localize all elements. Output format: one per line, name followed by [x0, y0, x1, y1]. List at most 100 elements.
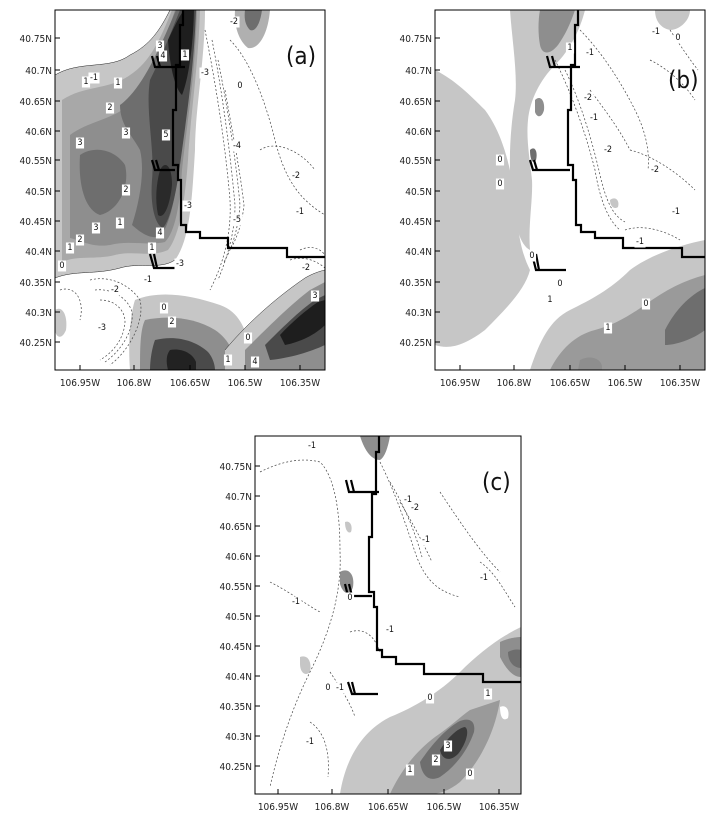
x-tick: 106.8W	[497, 378, 532, 389]
contour-label-box	[555, 278, 565, 290]
x-tick: 106.95W	[60, 378, 100, 389]
y-tick: 40.65N	[400, 97, 432, 108]
contour-label-box	[159, 302, 169, 314]
contour-label: -2	[411, 503, 419, 513]
panel-c-map: 40.75N 40.7N 40.65N 40.6N 40.55N 40.5N 4…	[220, 435, 522, 813]
y-tick: 40.25N	[400, 338, 432, 349]
y-tick: 40.3N	[405, 308, 432, 319]
contour-label-box	[182, 200, 194, 212]
contour-label-box	[650, 26, 662, 38]
tick-marks	[435, 37, 681, 370]
contour-label: -3	[176, 259, 184, 269]
contour-label: 4	[160, 51, 165, 61]
x-tick: 106.5W	[228, 378, 263, 389]
contour-label-box	[231, 214, 243, 226]
contour-label-box	[180, 49, 190, 61]
x-tick: 106.65W	[368, 802, 408, 813]
panel-c: 40.75N 40.7N 40.65N 40.6N 40.55N 40.5N 4…	[200, 432, 528, 821]
panel-b-map: 40.75N 40.7N 40.65N 40.6N 40.55N 40.5N 4…	[400, 9, 706, 389]
contour-label-box	[425, 692, 435, 704]
contour-label-box	[602, 144, 614, 156]
contour-label-box	[105, 102, 115, 114]
contour-label-box	[405, 764, 415, 776]
y-tick-labels: 40.75N 40.7N 40.65N 40.6N 40.55N 40.5N 4…	[20, 34, 52, 349]
contour-label-box	[250, 356, 260, 368]
contour-label: 3	[312, 291, 317, 301]
panel-b: 40.75N 40.7N 40.65N 40.6N 40.55N 40.5N 4…	[380, 0, 708, 404]
contour-label-box	[641, 298, 651, 310]
contour-label-box	[495, 154, 505, 166]
contour-label: -1	[90, 73, 98, 83]
contour-label-box	[634, 236, 646, 248]
contour-label: -3	[201, 68, 209, 78]
contour-label: 2	[123, 185, 128, 195]
contour-label: 0	[427, 693, 432, 703]
contour-label-box	[290, 596, 302, 608]
contour-label-box	[420, 534, 432, 546]
x-tick: 106.95W	[258, 802, 298, 813]
negative-contours	[554, 29, 699, 241]
x-tick-labels: 106.95W 106.8W 106.65W 106.5W 106.35W	[60, 378, 320, 389]
contour-label-box	[545, 294, 555, 306]
y-tick: 40.4N	[225, 672, 252, 683]
contour-label: 1	[407, 765, 412, 775]
contour-label-box	[384, 624, 396, 636]
contour-label: -1	[144, 275, 152, 285]
contour-label: 1	[117, 218, 122, 228]
contour-label-box	[65, 242, 75, 254]
contour-label: -1	[404, 495, 412, 505]
contour-label: 0	[675, 33, 680, 43]
contour-label: 1	[67, 243, 72, 253]
contour-label: -1	[386, 625, 394, 635]
contour-label: 0	[529, 251, 534, 261]
contour-label: 4	[252, 357, 257, 367]
contour-label-box	[75, 234, 85, 246]
contour-label: -1	[590, 113, 598, 123]
contour-labels: 3 4 1 1 2 3 3 5 2 3 1 2 1 1 0 1 4 -1 -3 …	[57, 16, 320, 368]
contour-label-box	[673, 32, 683, 44]
x-tick-labels: 106.95W 106.8W 106.65W 106.5W 106.35W	[258, 802, 519, 813]
contour-label: -4	[233, 141, 241, 151]
contour-label: -3	[184, 201, 192, 211]
contour-label: -1	[306, 737, 314, 747]
y-tick-labels: 40.75N 40.7N 40.65N 40.6N 40.55N 40.5N 4…	[400, 34, 432, 349]
contour-label: -1	[586, 48, 594, 58]
contour-label-box	[167, 316, 177, 328]
contour-label: -2	[651, 165, 659, 175]
contour-label-box	[235, 80, 245, 92]
contour-label-box	[228, 16, 240, 28]
contour-label-box	[306, 440, 318, 452]
contour-label: 0	[245, 333, 250, 343]
contour-label: -1	[296, 207, 304, 217]
contour-labels: -1 -1 -2 -1 -1 0 -1 -1 0 -1 0 1 -1 1 2 3…	[290, 440, 493, 780]
contour-label-box	[310, 290, 320, 302]
contour-label-box	[161, 129, 171, 141]
boundary-line	[148, 10, 325, 270]
y-tick: 40.6N	[225, 552, 252, 563]
contour-label-box	[142, 274, 154, 286]
contour-label: -2	[230, 17, 238, 27]
contour-label: -2	[302, 263, 310, 273]
x-tick: 106.5W	[427, 802, 462, 813]
contour-label: 1	[182, 50, 187, 60]
contour-label: 1	[225, 355, 230, 365]
contour-label-box	[649, 164, 661, 176]
y-tick: 40.55N	[220, 582, 252, 593]
contour-label: 2	[169, 317, 174, 327]
contour-label-box	[300, 262, 312, 274]
y-tick: 40.65N	[220, 522, 252, 533]
y-tick: 40.5N	[405, 187, 432, 198]
panel-label: (c)	[482, 468, 511, 496]
y-tick: 40.35N	[400, 278, 432, 289]
contour-label-box	[243, 332, 253, 344]
contour-label: 0	[497, 155, 502, 165]
contour-label-box	[91, 222, 101, 234]
contour-label: 3	[157, 41, 162, 51]
y-tick: 40.7N	[25, 66, 52, 77]
x-tick: 106.35W	[660, 378, 700, 389]
y-tick: 40.6N	[405, 127, 432, 138]
contour-label: 1	[605, 323, 610, 333]
contour-label: -1	[422, 535, 430, 545]
contour-label: 0	[161, 303, 166, 313]
contour-label: -2	[604, 145, 612, 155]
